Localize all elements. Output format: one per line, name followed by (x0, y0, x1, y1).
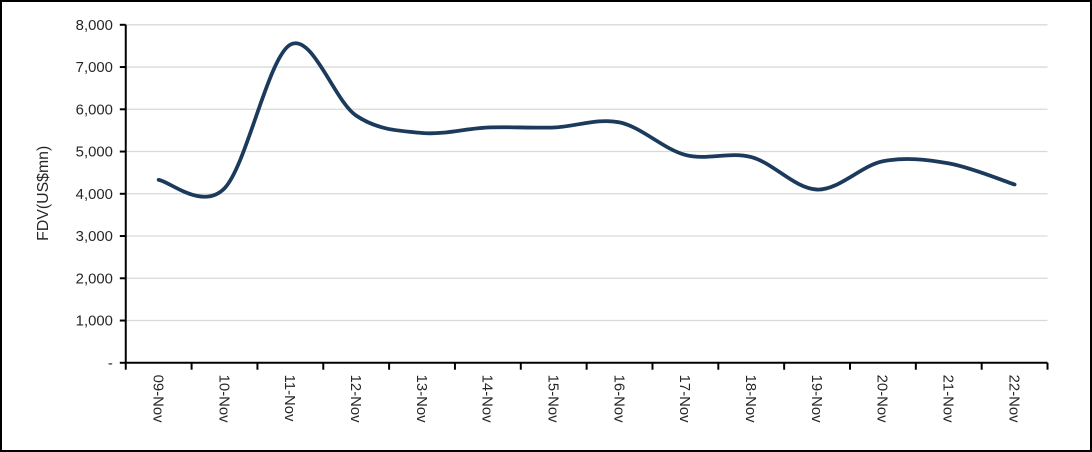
x-tick-label: 15-Nov (545, 375, 561, 423)
axes (119, 23, 1049, 370)
y-tick-label: 5,000 (76, 145, 113, 161)
y-tick-label: - (108, 356, 113, 372)
y-tick-label: 4,000 (76, 187, 113, 203)
x-tick-label: 22-Nov (1005, 375, 1021, 423)
y-tick-label: 7,000 (76, 60, 113, 76)
x-tick-label: 14-Nov (479, 375, 495, 423)
y-tick-label: 1,000 (76, 314, 113, 330)
x-axis-tick-labels: 09-Nov 10-Nov 11-Nov 12-Nov 13-Nov 14-Nov 15-N… (149, 375, 1021, 423)
y-tick-label: 2,000 (76, 271, 113, 287)
fdv-series-line (156, 41, 1017, 199)
x-tick-label: 10-Nov (215, 375, 231, 423)
y-axis-title: FDV(US$mn) (35, 146, 52, 241)
x-tick-label: 21-Nov (940, 375, 956, 423)
y-tick-label: 3,000 (76, 229, 113, 245)
gridlines (125, 24, 1048, 322)
x-tick-label: 11-Nov (281, 375, 297, 422)
x-tick-label: 19-Nov (808, 375, 824, 423)
x-tick-label: 13-Nov (413, 375, 429, 423)
y-tick-label: 6,000 (76, 102, 113, 118)
y-axis-tick-labels: - 1,000 2,000 3,000 4,000 5,000 6,000 7,000 8,00… (76, 18, 113, 372)
x-tick-label: 09-Nov (149, 375, 165, 423)
x-tick-label: 20-Nov (874, 375, 890, 423)
x-tick-label: 18-Nov (742, 375, 758, 423)
x-tick-label: 16-Nov (610, 375, 626, 423)
x-tick-label: 17-Nov (676, 375, 692, 423)
x-tick-label: 12-Nov (347, 375, 363, 423)
y-tick-label: 8,000 (76, 18, 113, 34)
